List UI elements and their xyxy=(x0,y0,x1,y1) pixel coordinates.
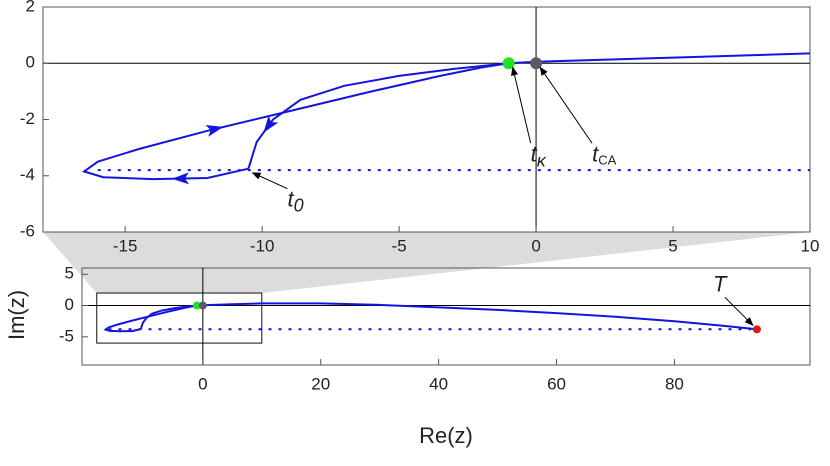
y-tick-label: -6 xyxy=(20,221,35,240)
x-tick-label: 0 xyxy=(198,374,207,393)
curve xyxy=(196,302,758,331)
x-tick-label: -15 xyxy=(113,236,138,255)
y-axis-label: Im(z) xyxy=(4,290,29,340)
annotation: T xyxy=(713,271,728,296)
x-tick-label: 60 xyxy=(547,374,566,393)
x-tick-label: 80 xyxy=(665,374,684,393)
annotation-sub: κ xyxy=(537,150,547,170)
curve xyxy=(508,52,810,65)
plot-frame xyxy=(81,267,811,366)
curve xyxy=(81,62,509,181)
y-tick-label: -4 xyxy=(20,165,35,184)
annotation-pointer xyxy=(251,172,288,190)
direction-arrow xyxy=(263,115,279,133)
y-tick-label: 0 xyxy=(26,53,35,72)
annotation-pointer xyxy=(724,296,754,326)
curve xyxy=(247,62,509,169)
x-tick-label: 10 xyxy=(801,236,820,255)
annotation-text: t xyxy=(592,141,599,166)
y-tick-label: -5 xyxy=(59,326,74,345)
x-tick-label: 5 xyxy=(668,236,677,255)
curve xyxy=(139,304,198,330)
y-tick-label: 0 xyxy=(65,295,74,314)
plot-area xyxy=(81,52,810,185)
direction-arrow xyxy=(171,172,190,185)
y-tick-label: -2 xyxy=(20,109,35,128)
annotation-text: t xyxy=(531,141,538,166)
curve xyxy=(103,304,198,333)
x-tick-label: 40 xyxy=(429,374,448,393)
zoom-box xyxy=(96,292,263,344)
annotation-text: t xyxy=(287,187,294,212)
y-tick-label: 5 xyxy=(65,264,74,283)
point xyxy=(502,57,515,70)
x-tick-label: 0 xyxy=(531,236,540,255)
x-tick-label: 20 xyxy=(311,374,330,393)
annotation-sub: CA xyxy=(598,153,616,168)
annotation: t0 xyxy=(287,187,303,216)
annotation: tκ xyxy=(531,141,547,170)
zoom-shade xyxy=(43,232,810,294)
point xyxy=(752,325,761,334)
x-tick-label: -10 xyxy=(250,236,275,255)
annotation-text: T xyxy=(713,271,728,296)
annotation-sub: 0 xyxy=(294,195,304,215)
point xyxy=(530,57,543,70)
direction-arrow xyxy=(205,125,224,137)
annotation-pointer xyxy=(539,66,593,144)
y-tick-label: 2 xyxy=(26,0,35,15)
plot-frame xyxy=(42,6,811,233)
x-tick-label: -5 xyxy=(392,236,407,255)
annotation: tCA xyxy=(592,141,617,168)
point xyxy=(192,301,201,310)
plot-area xyxy=(103,302,758,333)
annotation-pointer xyxy=(511,66,532,144)
point xyxy=(198,301,207,310)
x-axis-label: Re(z) xyxy=(419,423,473,448)
